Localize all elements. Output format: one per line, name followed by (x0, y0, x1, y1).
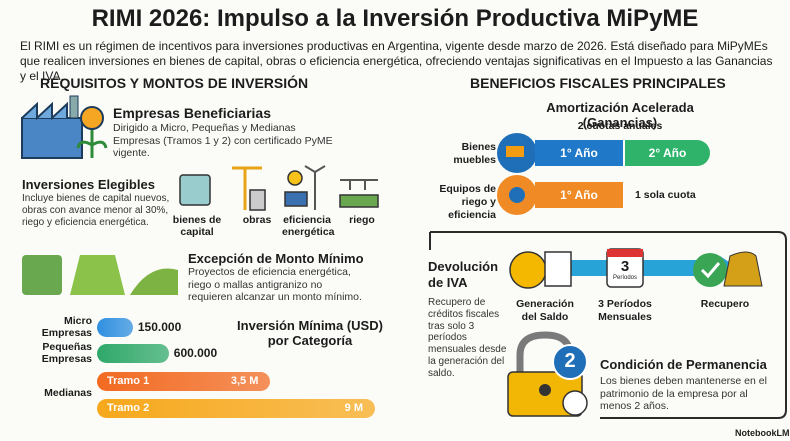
category-label: Pequeñas Empresas (41, 341, 92, 365)
bar (97, 344, 169, 363)
block-title: Amortización Acelerada (Ganancias) (546, 100, 694, 130)
block-text: Proyectos de eficiencia energética, rieg… (188, 266, 362, 303)
block-text: Recupero de créditos fiscales tras solo … (428, 297, 507, 379)
intro: El RIMI es un régimen de incentivos para… (20, 39, 773, 83)
item-label: obras (242, 214, 272, 226)
subtitle: 2 cuotas anuales (577, 120, 663, 132)
step-label: Generación del Saldo (516, 298, 574, 323)
value-label: 150.000 (137, 320, 182, 334)
calendar-number: 3 (620, 258, 630, 275)
group-label: Medianas (44, 387, 92, 399)
step: 1° Año (535, 140, 623, 166)
step-label: 3 Períodos Mensuales (598, 298, 652, 323)
chart-title: Inversión Mínima (USD) por Categoría (237, 318, 383, 348)
block-text: Incluye bienes de capital nuevos, obras … (22, 193, 170, 228)
series-label: Tramo 2 (107, 402, 150, 414)
block-text: Dirigido a Micro, Pequeñas y Medianas Em… (113, 122, 333, 159)
section-heading: REQUISITOS Y MONTOS DE INVERSIÓN (40, 75, 309, 91)
value-label: 3,5 M (230, 375, 259, 387)
bar (97, 372, 271, 391)
calendar-label: Períodos (612, 275, 637, 281)
step: 1° Año (535, 182, 623, 208)
block-title: Condición de Permanencia (600, 357, 767, 372)
badge: 2 (564, 350, 576, 372)
section-heading: BENEFICIOS FISCALES PRINCIPALES (470, 75, 726, 91)
step: 2° Año (625, 140, 710, 166)
note: 1 sola cuota (635, 189, 696, 201)
step-label: Recupero (700, 298, 750, 310)
block-title: Excepción de Monto Mínimo (188, 251, 364, 266)
category-label: Micro Empresas (41, 315, 92, 339)
item-label: riego (349, 214, 375, 226)
value-label: 9 M (344, 402, 363, 414)
block-title: Inversiones Elegibles (22, 177, 155, 192)
title: RIMI 2026: Impulso a la Inversión Produc… (91, 5, 699, 32)
row-label: Bienes muebles (453, 141, 496, 166)
bar (97, 318, 133, 337)
bar (97, 399, 375, 418)
block-text: Los bienes deben mantenerse en el patrim… (600, 375, 767, 412)
item-label: eficiencia energética (282, 214, 335, 238)
row-label: Equipos de riego y eficiencia (439, 183, 496, 221)
block-title: Devolución de IVA (428, 259, 499, 290)
block-title: Empresas Beneficiarias (113, 105, 271, 121)
value-label: 600.000 (173, 346, 218, 360)
footer-brand: NotebookLM (735, 428, 790, 438)
series-label: Tramo 1 (107, 375, 150, 387)
item-label: bienes de capital (172, 214, 222, 238)
